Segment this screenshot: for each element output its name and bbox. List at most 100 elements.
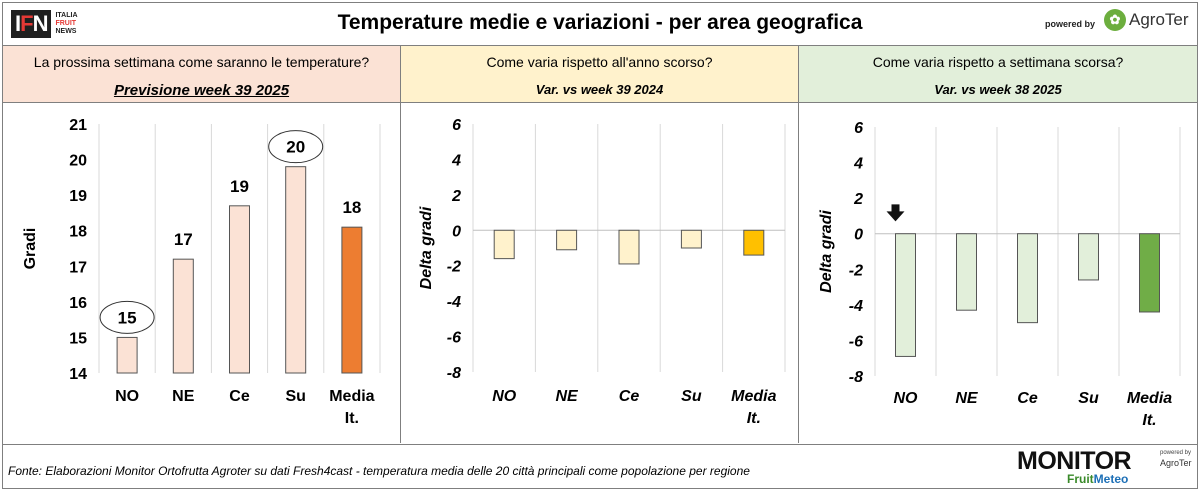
category-label: Ce bbox=[1017, 390, 1038, 407]
fruitmeteo-b: Meteo bbox=[1093, 472, 1129, 486]
bar-ce bbox=[1017, 233, 1038, 324]
y-axis-label: Delta gradi bbox=[418, 206, 435, 289]
y-tick-label: -8 bbox=[849, 369, 863, 386]
column-header: La prossima settimana come saranno le te… bbox=[3, 46, 400, 103]
category-label: Su bbox=[1078, 390, 1099, 407]
data-label: 20 bbox=[286, 138, 305, 157]
y-tick-label: -2 bbox=[447, 259, 461, 276]
data-label: 17 bbox=[174, 230, 193, 249]
category-label: It. bbox=[747, 410, 761, 427]
bar-su bbox=[285, 166, 307, 374]
column-subtitle: Previsione week 39 2025 bbox=[113, 82, 290, 99]
monitor-logo-text: MONITOR bbox=[1017, 447, 1132, 475]
data-label: 18 bbox=[342, 198, 361, 217]
column-question: Come varia rispetto all'anno scorso? bbox=[486, 54, 713, 70]
column-vs-last-week: Come varia rispetto a settimana scorsa? … bbox=[799, 46, 1197, 443]
category-label: Su bbox=[285, 388, 305, 405]
y-tick-label: 21 bbox=[69, 117, 87, 134]
data-label-circle bbox=[268, 130, 324, 164]
y-tick-label: 4 bbox=[853, 156, 863, 173]
y-tick-label: 18 bbox=[69, 224, 87, 241]
agroter-logo: ✿ AgroTer bbox=[1104, 9, 1189, 31]
data-label: 19 bbox=[230, 177, 249, 196]
page-title: Temperature medie e variazioni - per are… bbox=[337, 11, 863, 34]
bar-ne bbox=[556, 229, 578, 251]
vs-last-year-chart: 6 4 2 0 -2 -4 -6 -8 Delta gradi NO NE Ce Su Media It. bbox=[418, 117, 786, 427]
ifn-logo-line3: NEWS bbox=[55, 28, 77, 35]
y-tick-label: 16 bbox=[69, 295, 87, 312]
y-tick-label: -6 bbox=[849, 333, 863, 350]
data-label: 15 bbox=[118, 308, 137, 327]
category-label: Media bbox=[731, 388, 776, 405]
bar-ce bbox=[229, 205, 250, 374]
y-tick-label: 6 bbox=[854, 120, 863, 137]
y-tick-label: -4 bbox=[849, 298, 863, 315]
category-label: NO bbox=[492, 388, 517, 405]
y-tick-label: 2 bbox=[853, 191, 863, 208]
column-question: Come varia rispetto a settimana scorsa? bbox=[872, 54, 1124, 70]
y-tick-label: 14 bbox=[69, 366, 87, 383]
category-label: NE bbox=[172, 388, 195, 405]
y-tick-label: 19 bbox=[69, 188, 87, 205]
footer: Fonte: Elaborazioni Monitor Ortofrutta A… bbox=[3, 444, 1197, 489]
monitor-fruitmeteo-logo: MONITOR FruitMeteo powered by AgroTer bbox=[1017, 447, 1193, 489]
ifn-logo-mark: IFN bbox=[11, 10, 52, 38]
y-axis-label: Gradi bbox=[22, 228, 39, 270]
y-tick-label: -4 bbox=[447, 294, 461, 311]
bar-mediait bbox=[341, 226, 363, 374]
y-tick-label: 20 bbox=[69, 153, 87, 170]
column-vs-last-year: Come varia rispetto all'anno scorso? Var… bbox=[401, 46, 799, 443]
agroter-logo-text: AgroTer bbox=[1129, 10, 1189, 29]
column-subtitle: Var. vs week 39 2024 bbox=[535, 82, 664, 97]
fruitmeteo-a: Fruit bbox=[1067, 472, 1094, 486]
column-forecast: La prossima settimana come saranno le te… bbox=[3, 46, 401, 443]
powered-by-label: powered by bbox=[1045, 19, 1096, 29]
column-subtitle: Var. vs week 38 2025 bbox=[934, 82, 1062, 97]
category-label: NE bbox=[955, 390, 979, 407]
y-tick-label: -8 bbox=[447, 365, 461, 382]
arrow-down-icon bbox=[886, 204, 905, 222]
category-label: It. bbox=[1142, 412, 1156, 429]
column-question: La prossima settimana come saranno le te… bbox=[33, 54, 370, 70]
vs-last-week-chart: 6 4 2 0 -2 -4 -6 -8 Delta gradi NO NE Ce Su Media It. bbox=[818, 120, 1181, 429]
category-label: It. bbox=[345, 410, 359, 427]
ifn-logo-line2: FRUIT bbox=[55, 20, 77, 27]
y-tick-label: 4 bbox=[451, 152, 461, 169]
category-label: Media bbox=[329, 388, 374, 405]
fruitmeteo-logo-text: FruitMeteo bbox=[1067, 472, 1128, 486]
bar-su bbox=[1078, 233, 1099, 281]
bar-mediait bbox=[1139, 233, 1160, 313]
bar-no bbox=[895, 233, 916, 357]
header: IFN ITALIA FRUIT NEWS Temperature medie … bbox=[3, 3, 1197, 46]
y-tick-label: -2 bbox=[849, 262, 863, 279]
bar-no bbox=[493, 229, 515, 260]
y-tick-label: 17 bbox=[69, 259, 87, 276]
monitor-agroter-text: AgroTer bbox=[1160, 458, 1192, 468]
source-note: Fonte: Elaborazioni Monitor Ortofrutta A… bbox=[8, 464, 750, 478]
y-tick-label: -6 bbox=[447, 330, 461, 347]
bar-ce bbox=[618, 229, 640, 265]
bar-su bbox=[680, 229, 702, 249]
category-label: NE bbox=[555, 388, 579, 405]
category-label: NO bbox=[894, 390, 919, 407]
column-header: Come varia rispetto a settimana scorsa? … bbox=[799, 46, 1197, 103]
ifn-logo-text: ITALIA FRUIT NEWS bbox=[55, 12, 77, 36]
y-tick-label: 2 bbox=[451, 188, 461, 205]
bar-ne bbox=[956, 233, 977, 311]
y-axis-label: Delta gradi bbox=[818, 210, 835, 293]
data-label-circle bbox=[99, 300, 155, 334]
ifn-logo-line1: ITALIA bbox=[55, 12, 78, 19]
y-tick-label: 0 bbox=[854, 227, 863, 244]
monitor-powered-label: powered by bbox=[1160, 450, 1192, 456]
category-label: Media bbox=[1127, 390, 1172, 407]
y-tick-label: 6 bbox=[452, 117, 461, 134]
category-label: Ce bbox=[619, 388, 640, 405]
agroter-leaf-icon: ✿ bbox=[1104, 9, 1126, 31]
category-label: NO bbox=[115, 388, 139, 405]
y-tick-label: 0 bbox=[452, 223, 461, 240]
bar-mediait bbox=[743, 229, 765, 256]
category-label: Su bbox=[681, 388, 702, 405]
bar-no bbox=[116, 336, 138, 374]
bar-ne bbox=[172, 258, 194, 374]
